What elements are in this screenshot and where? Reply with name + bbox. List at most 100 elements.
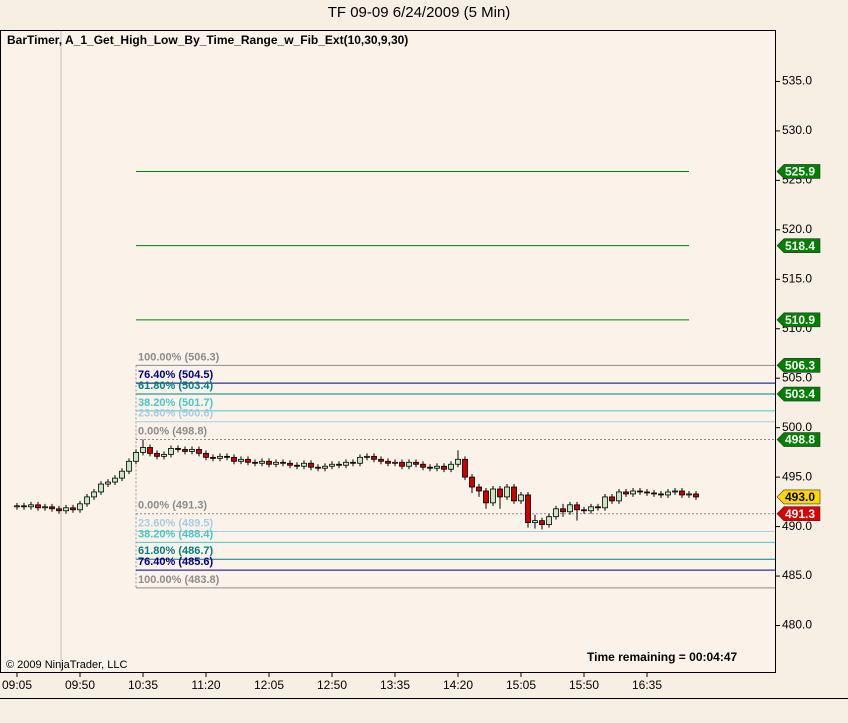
candle-body xyxy=(672,490,678,493)
candle-body xyxy=(35,504,41,509)
x-tick-label: 12:05 xyxy=(254,678,284,692)
candle-body xyxy=(644,491,650,494)
x-tick-label: 15:05 xyxy=(506,678,536,692)
candle-body xyxy=(259,460,265,464)
x-tick-label: 10:35 xyxy=(128,678,158,692)
candle-body xyxy=(441,465,447,470)
price-marker xyxy=(776,164,821,179)
candle-body xyxy=(42,506,48,509)
candle-body xyxy=(147,447,153,454)
candle-body xyxy=(637,490,643,493)
x-tick-label: 11:20 xyxy=(191,678,220,692)
candle-body xyxy=(490,488,496,504)
price-marker-label: 491.3 xyxy=(785,507,815,521)
y-tick-label: 495.0 xyxy=(782,469,812,483)
candle-body xyxy=(217,455,223,459)
candle-body xyxy=(371,455,377,460)
candle-body xyxy=(133,451,139,462)
candle-body xyxy=(189,449,195,452)
candle-body xyxy=(546,516,552,526)
copyright: © 2009 NinjaTrader, LLC xyxy=(6,659,127,671)
candle-body xyxy=(140,447,146,453)
candle-body xyxy=(322,465,328,469)
candle-body xyxy=(266,460,272,465)
candle-body xyxy=(301,462,307,467)
fib-level-label: 100.00% (506.3) xyxy=(138,351,220,363)
y-tick-label: 490.0 xyxy=(782,519,812,533)
candle-body xyxy=(406,461,412,467)
candle-body xyxy=(616,491,622,502)
candle-body xyxy=(182,449,188,452)
fib-level-label: 23.60% (500.6) xyxy=(138,408,214,420)
candle-body xyxy=(77,503,83,511)
candle-body xyxy=(413,461,419,465)
price-marker-label: 493.0 xyxy=(785,490,815,504)
candle-body xyxy=(469,476,475,488)
candle-body xyxy=(224,455,230,458)
fib-level-label: 38.20% (488.4) xyxy=(138,528,214,540)
x-tick-label: 09:50 xyxy=(65,678,95,692)
candle-body xyxy=(420,463,426,468)
candle-body xyxy=(595,506,601,509)
price-marker xyxy=(776,238,821,253)
fib-level-label: 61.80% (503.4) xyxy=(138,380,214,392)
candle-body xyxy=(21,505,27,508)
candle-body xyxy=(329,463,335,467)
price-marker xyxy=(776,312,821,328)
candle-body xyxy=(532,520,538,524)
candle-body xyxy=(357,456,363,464)
candle-body xyxy=(504,486,510,498)
price-marker xyxy=(776,386,821,402)
candle-body xyxy=(630,490,636,495)
candle-body xyxy=(525,494,531,524)
candle-body xyxy=(84,496,90,505)
candle-body xyxy=(112,477,118,483)
candle-body xyxy=(287,462,293,466)
candle-body xyxy=(126,460,132,472)
candle-body xyxy=(56,508,62,512)
fib-level-label: 100.00% (483.8) xyxy=(138,574,220,586)
y-tick-label: 535.0 xyxy=(782,74,812,88)
fib-level-label: 23.60% (489.5) xyxy=(138,517,214,529)
candle-body xyxy=(49,506,55,510)
candle-body xyxy=(448,463,454,470)
y-tick-label: 520.0 xyxy=(782,222,812,236)
x-tick-label: 12:50 xyxy=(317,678,347,692)
candle-body xyxy=(168,448,174,455)
fib-level-label: 61.80% (486.7) xyxy=(138,545,214,557)
price-marker-label: 503.4 xyxy=(785,387,815,401)
candle-body xyxy=(686,493,692,496)
price-marker xyxy=(776,506,821,522)
indicator-label: BarTimer, A_1_Get_High_Low_By_Time_Range… xyxy=(7,33,408,47)
fib-level-label: 0.00% (491.3) xyxy=(138,500,207,512)
candle-body xyxy=(175,448,181,450)
x-tick-label: 09:05 xyxy=(2,678,32,692)
price-marker-label: 506.3 xyxy=(785,359,815,373)
candle-body xyxy=(567,504,573,513)
candle-body xyxy=(434,465,440,469)
candle-body xyxy=(378,458,384,462)
y-tick-label: 530.0 xyxy=(782,123,812,137)
candle-body xyxy=(98,483,104,493)
candle-body xyxy=(161,453,167,457)
candle-body xyxy=(574,504,580,511)
candle-body xyxy=(70,507,76,511)
candle-body xyxy=(196,449,202,454)
candle-body xyxy=(238,458,244,462)
candle-body xyxy=(623,491,629,495)
y-tick-label: 500.0 xyxy=(782,420,812,434)
y-tick-label: 515.0 xyxy=(782,271,812,285)
x-tick-label: 16:35 xyxy=(632,678,662,692)
candle-body xyxy=(350,461,356,464)
price-marker xyxy=(776,489,821,505)
fib-level-label: 76.40% (504.5) xyxy=(138,369,214,381)
price-marker-label: 518.4 xyxy=(785,239,815,253)
candle-body xyxy=(651,492,657,495)
candle-body xyxy=(154,452,160,457)
candle-body xyxy=(602,496,608,509)
candle-body xyxy=(399,461,405,467)
candle-body xyxy=(273,461,279,465)
price-marker-label: 498.8 xyxy=(785,433,815,447)
candle-body xyxy=(693,493,699,498)
